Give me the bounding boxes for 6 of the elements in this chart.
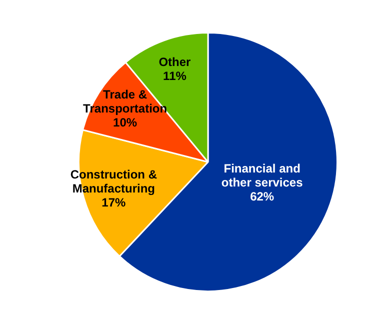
data-label: 10% — [113, 116, 138, 130]
data-label: 11% — [163, 68, 187, 83]
data-label: 62% — [250, 190, 274, 204]
slice-label: Other — [158, 54, 192, 69]
slice-label: Financial and other services — [221, 162, 304, 190]
data-label: 17% — [102, 196, 126, 210]
